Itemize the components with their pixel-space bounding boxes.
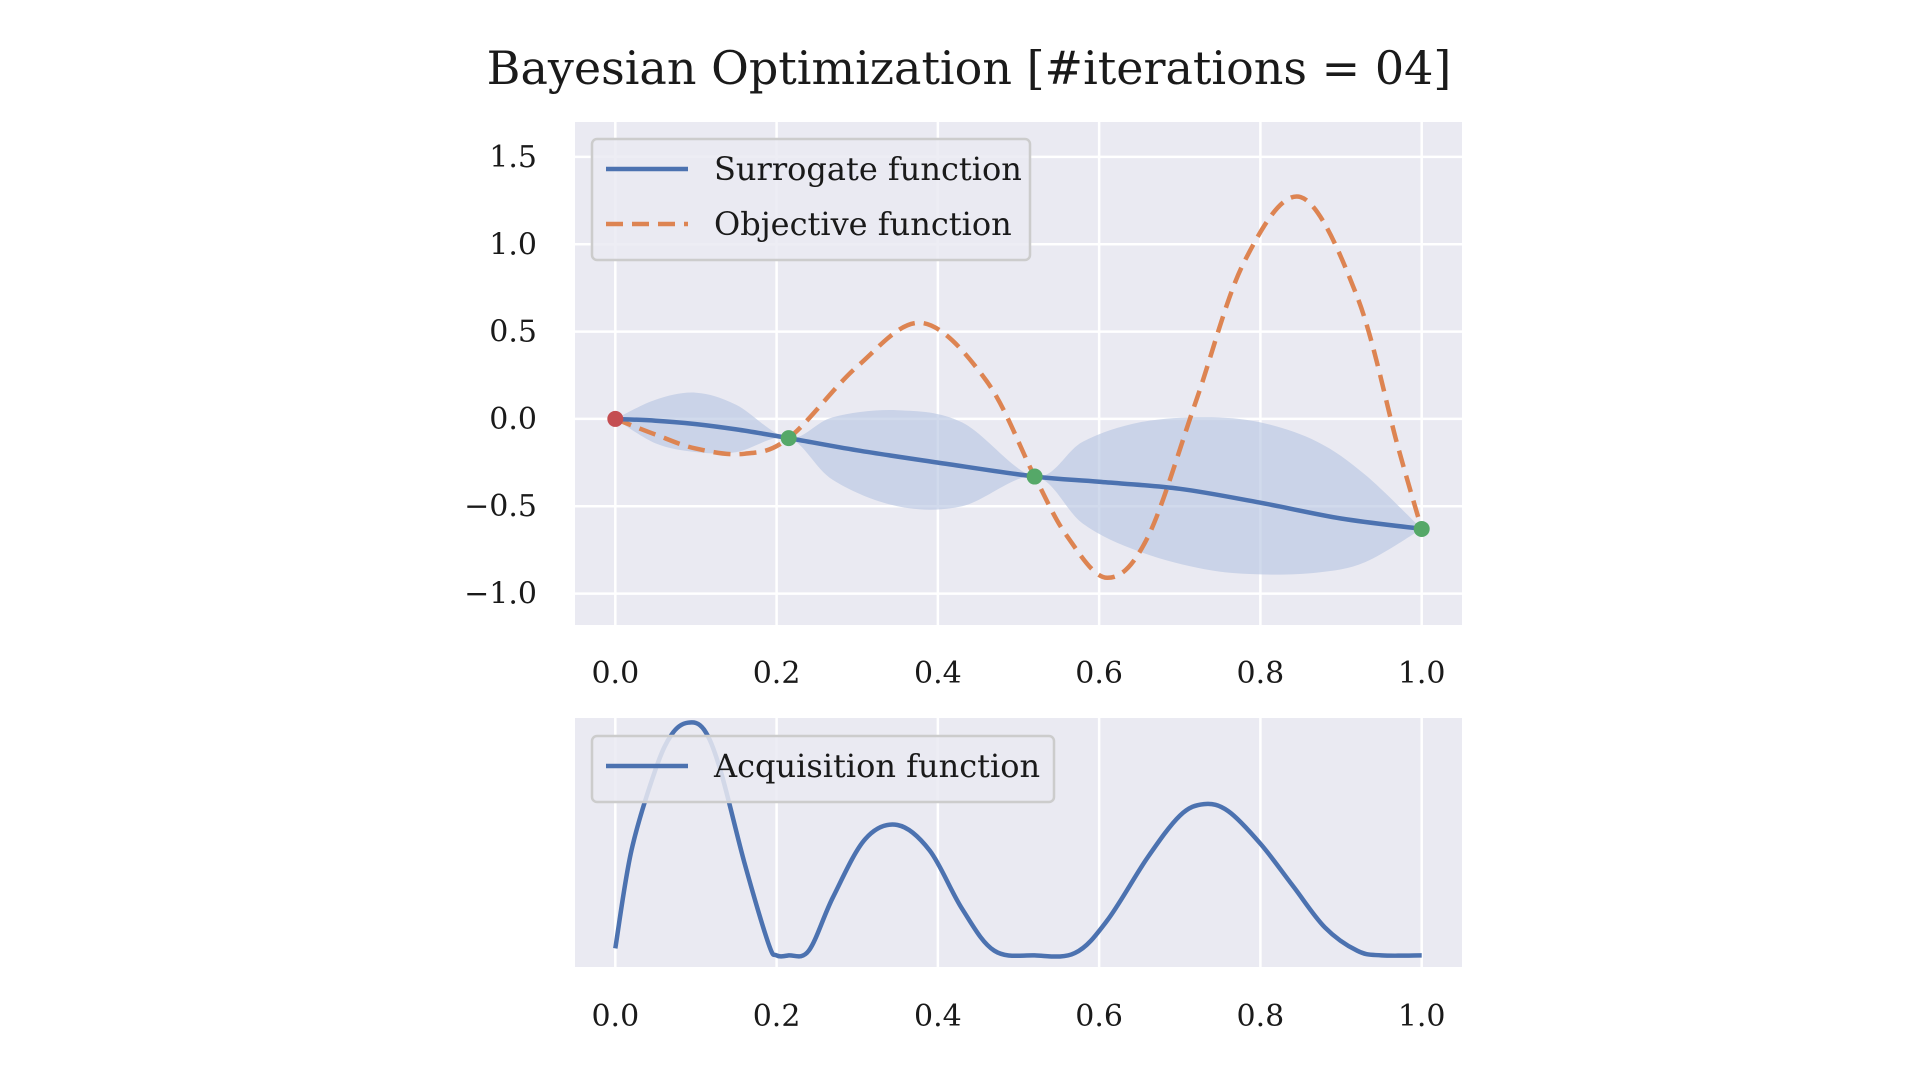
sample-point-marker [1026,468,1043,485]
top-x-tick-label: 1.0 [1398,656,1446,691]
uncertainty-band [615,392,1422,575]
top-x-tick-label: 0.2 [753,656,801,691]
top-x-tick-label: 0.6 [1075,656,1123,691]
bottom-x-tick-label: 0.2 [753,999,801,1034]
top-y-tick-label: −0.5 [464,489,537,524]
top-y-tick-label: 1.5 [489,140,537,175]
objective-function-line [614,194,1424,581]
top-x-tick-label: 0.4 [914,656,962,691]
sample-points [607,410,1430,537]
bottom-x-tick-label: 1.0 [1398,999,1446,1034]
current-point-marker [607,410,624,427]
top-x-tick-label: 0.8 [1237,656,1285,691]
top-x-tick-label: 0.0 [591,656,639,691]
bottom-x-tick-label: 0.4 [914,999,962,1034]
legend-objective-label: Objective function [714,205,1012,243]
legend-acquisition-label: Acquisition function [713,747,1040,785]
chart-title: Bayesian Optimization [#iterations = 04] [487,41,1452,95]
bottom-legend-box [590,734,1056,804]
top-y-tick-label: 1.0 [489,227,537,262]
bottom-x-tick-label: 0.8 [1237,999,1285,1034]
bottom-legend: Acquisition function [590,734,1056,804]
top-y-tick-label: 0.5 [489,315,537,350]
bottom-x-tick-label: 0.6 [1075,999,1123,1034]
bottom-x-tick-label: 0.0 [591,999,639,1034]
acquisition-function-line [613,720,1422,959]
top-legend: Surrogate function Objective function [590,137,1032,262]
top-x-tick-labels: 0.0 0.2 0.4 0.6 0.8 1.0 [591,656,1445,691]
sample-point-marker [1413,520,1430,537]
top-panel: 0.0 0.2 0.4 0.6 0.8 1.0 1.51.00.50.0−0.5−1.0 … [464,122,1462,691]
top-legend-box [590,137,1032,262]
top-y-tick-label: −1.0 [464,577,537,612]
top-y-tick-labels: 1.5 1.0 0.5 0.0 −0.5 −1.0 [464,140,537,612]
bottom-panel: 0.0 0.2 0.4 0.6 0.8 1.0 Acquisition function [575,718,1462,1034]
sample-point-marker [780,430,797,447]
surrogate-function-line [615,416,1422,532]
top-y-tick-label: 0.0 [489,402,537,437]
legend-surrogate-label: Surrogate function [714,150,1022,188]
bottom-x-tick-labels: 0.0 0.2 0.4 0.6 0.8 1.0 [591,999,1445,1034]
